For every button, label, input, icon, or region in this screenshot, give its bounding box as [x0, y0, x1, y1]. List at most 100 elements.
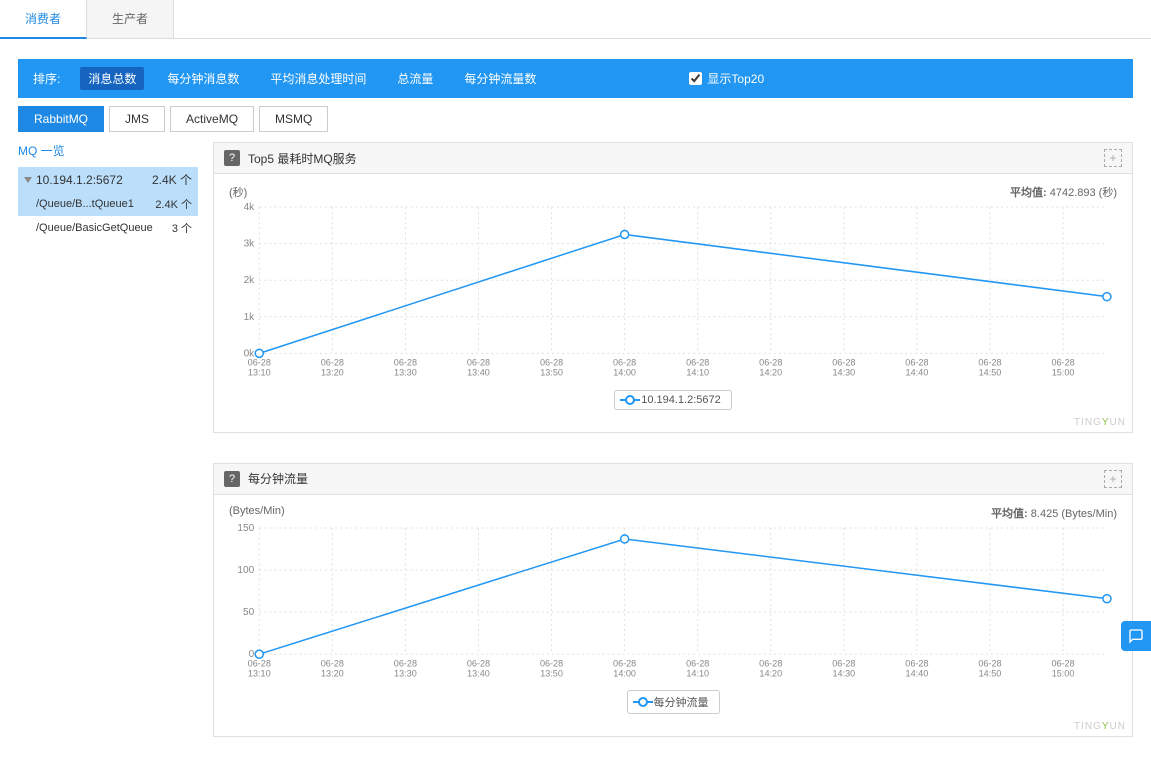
svg-text:06-28: 06-28 [540, 658, 563, 668]
svg-text:06-28: 06-28 [832, 658, 855, 668]
show-top-checkbox[interactable] [689, 72, 702, 85]
svg-text:13:10: 13:10 [248, 368, 271, 378]
mq-tab-jms[interactable]: JMS [109, 106, 165, 132]
svg-text:13:30: 13:30 [394, 668, 417, 678]
svg-text:15:00: 15:00 [1052, 368, 1075, 378]
svg-text:14:40: 14:40 [906, 368, 929, 378]
top-tabs: 消费者 生产者 [0, 0, 1151, 39]
svg-text:06-28: 06-28 [467, 658, 490, 668]
svg-text:1k: 1k [244, 312, 256, 323]
chart2-svg: 05010015006-2813:1006-2813:2006-2813:300… [229, 523, 1117, 684]
tab-consumer[interactable]: 消费者 [0, 0, 87, 39]
expand-button[interactable]: + [1104, 149, 1122, 167]
feedback-button[interactable] [1121, 621, 1151, 651]
svg-text:3k: 3k [244, 239, 256, 250]
mq-tabs: RabbitMQ JMS ActiveMQ MSMQ [18, 106, 1133, 132]
svg-text:06-28: 06-28 [248, 658, 271, 668]
tree-child-label: /Queue/BasicGetQueue [36, 222, 153, 234]
sort-label: 排序: [33, 70, 60, 87]
svg-text:06-28: 06-28 [540, 357, 563, 367]
chart2-legend[interactable]: 每分钟流量 [627, 690, 720, 714]
watermark: TINGYUN [214, 719, 1132, 736]
show-top-label: 显示Top20 [707, 70, 764, 87]
svg-text:06-28: 06-28 [978, 357, 1001, 367]
svg-text:13:50: 13:50 [540, 668, 563, 678]
svg-text:15:00: 15:00 [1052, 668, 1075, 678]
svg-text:06-28: 06-28 [467, 357, 490, 367]
help-icon[interactable]: ? [224, 471, 240, 487]
svg-text:06-28: 06-28 [321, 357, 344, 367]
tab-producer[interactable]: 生产者 [87, 0, 174, 38]
show-top-check[interactable]: 显示Top20 [689, 70, 764, 87]
watermark: TINGYUN [214, 415, 1132, 432]
svg-text:06-28: 06-28 [394, 357, 417, 367]
svg-text:4k: 4k [244, 202, 256, 213]
svg-text:06-28: 06-28 [978, 658, 1001, 668]
tree-child-0[interactable]: /Queue/B...tQueue1 2.4K 个 [18, 192, 198, 216]
svg-text:06-28: 06-28 [905, 357, 928, 367]
svg-text:06-28: 06-28 [1051, 357, 1074, 367]
svg-text:06-28: 06-28 [248, 357, 271, 367]
chart1-legend[interactable]: 10.194.1.2:5672 [614, 390, 732, 410]
chart2-yunit: (Bytes/Min) [229, 505, 285, 521]
svg-text:13:10: 13:10 [248, 668, 271, 678]
svg-text:06-28: 06-28 [394, 658, 417, 668]
help-icon[interactable]: ? [224, 150, 240, 166]
svg-text:14:10: 14:10 [686, 668, 709, 678]
tree-root-count: 2.4K 个 [152, 171, 192, 188]
sort-flow-per-min[interactable]: 每分钟流量数 [456, 67, 544, 90]
chart1-avg: 平均值: 4742.893 (秒) [1010, 184, 1117, 200]
sort-avg-time[interactable]: 平均消息处理时间 [262, 67, 374, 90]
svg-text:06-28: 06-28 [686, 357, 709, 367]
svg-text:14:20: 14:20 [759, 368, 782, 378]
svg-text:14:00: 14:00 [613, 668, 636, 678]
svg-text:14:30: 14:30 [832, 668, 855, 678]
chart2-title: 每分钟流量 [248, 470, 308, 487]
sort-msg-per-min[interactable]: 每分钟消息数 [159, 67, 247, 90]
svg-text:06-28: 06-28 [321, 658, 344, 668]
tree-child-1[interactable]: /Queue/BasicGetQueue 3 个 [18, 216, 198, 240]
svg-text:2k: 2k [244, 275, 256, 286]
mq-tab-rabbitmq[interactable]: RabbitMQ [18, 106, 104, 132]
svg-text:14:40: 14:40 [906, 668, 929, 678]
svg-text:13:30: 13:30 [394, 368, 417, 378]
chart2-legend-label: 每分钟流量 [654, 694, 709, 710]
sort-total-msg[interactable]: 消息总数 [80, 67, 144, 90]
chart1-box: ? Top5 最耗时MQ服务 + (秒) 平均值: 4742.893 (秒) 0… [213, 142, 1133, 433]
svg-text:13:50: 13:50 [540, 368, 563, 378]
tree-root-label: 10.194.1.2:5672 [36, 173, 123, 187]
svg-text:13:20: 13:20 [321, 668, 344, 678]
chevron-down-icon [24, 177, 32, 183]
sort-bar: 排序: 消息总数 每分钟消息数 平均消息处理时间 总流量 每分钟流量数 显示To… [18, 59, 1133, 98]
sort-total-flow[interactable]: 总流量 [389, 67, 441, 90]
svg-text:06-28: 06-28 [686, 658, 709, 668]
svg-text:13:40: 13:40 [467, 668, 490, 678]
mq-tab-activemq[interactable]: ActiveMQ [170, 106, 254, 132]
chart1-yunit: (秒) [229, 184, 247, 200]
expand-button[interactable]: + [1104, 470, 1122, 488]
tree-root[interactable]: 10.194.1.2:5672 2.4K 个 [18, 167, 198, 192]
svg-text:13:40: 13:40 [467, 368, 490, 378]
svg-text:14:50: 14:50 [979, 668, 1002, 678]
legend-marker-icon [638, 697, 648, 707]
chart2-box: ? 每分钟流量 + (Bytes/Min) 平均值: 8.425 (Bytes/… [213, 463, 1133, 737]
chart1-legend-label: 10.194.1.2:5672 [641, 394, 721, 406]
charts-area: ? Top5 最耗时MQ服务 + (秒) 平均值: 4742.893 (秒) 0… [213, 142, 1133, 767]
svg-text:06-28: 06-28 [613, 357, 636, 367]
tree-child-label: /Queue/B...tQueue1 [36, 198, 134, 210]
svg-text:100: 100 [237, 565, 254, 576]
svg-text:13:20: 13:20 [321, 368, 344, 378]
chart1-title: Top5 最耗时MQ服务 [248, 150, 357, 167]
svg-text:06-28: 06-28 [613, 658, 636, 668]
sidebar-title: MQ 一览 [18, 142, 198, 159]
svg-text:06-28: 06-28 [1051, 658, 1074, 668]
svg-text:150: 150 [237, 523, 254, 534]
svg-text:14:20: 14:20 [759, 668, 782, 678]
svg-text:06-28: 06-28 [759, 357, 782, 367]
svg-text:50: 50 [243, 607, 255, 618]
tree-child-count: 3 个 [172, 220, 192, 236]
svg-text:06-28: 06-28 [832, 357, 855, 367]
chart1-svg: 0k1k2k3k4k06-2813:1006-2813:2006-2813:30… [229, 202, 1117, 384]
sidebar: MQ 一览 10.194.1.2:5672 2.4K 个 /Queue/B...… [18, 142, 198, 767]
mq-tab-msmq[interactable]: MSMQ [259, 106, 328, 132]
